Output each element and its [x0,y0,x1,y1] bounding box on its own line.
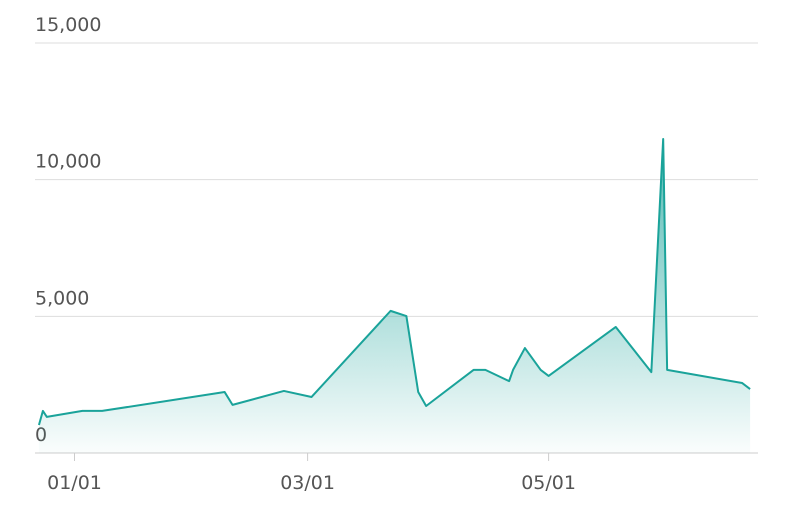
area [38,138,751,453]
y-tick-label: 15,000 [35,14,101,36]
y-tick-label: 5,000 [35,287,89,309]
x-tick-label: 05/01 [521,472,576,494]
y-tick-label: 10,000 [35,151,101,173]
x-tick-label: 03/01 [280,472,335,494]
line [37,137,751,426]
x-tick-label: 01/01 [47,472,102,494]
